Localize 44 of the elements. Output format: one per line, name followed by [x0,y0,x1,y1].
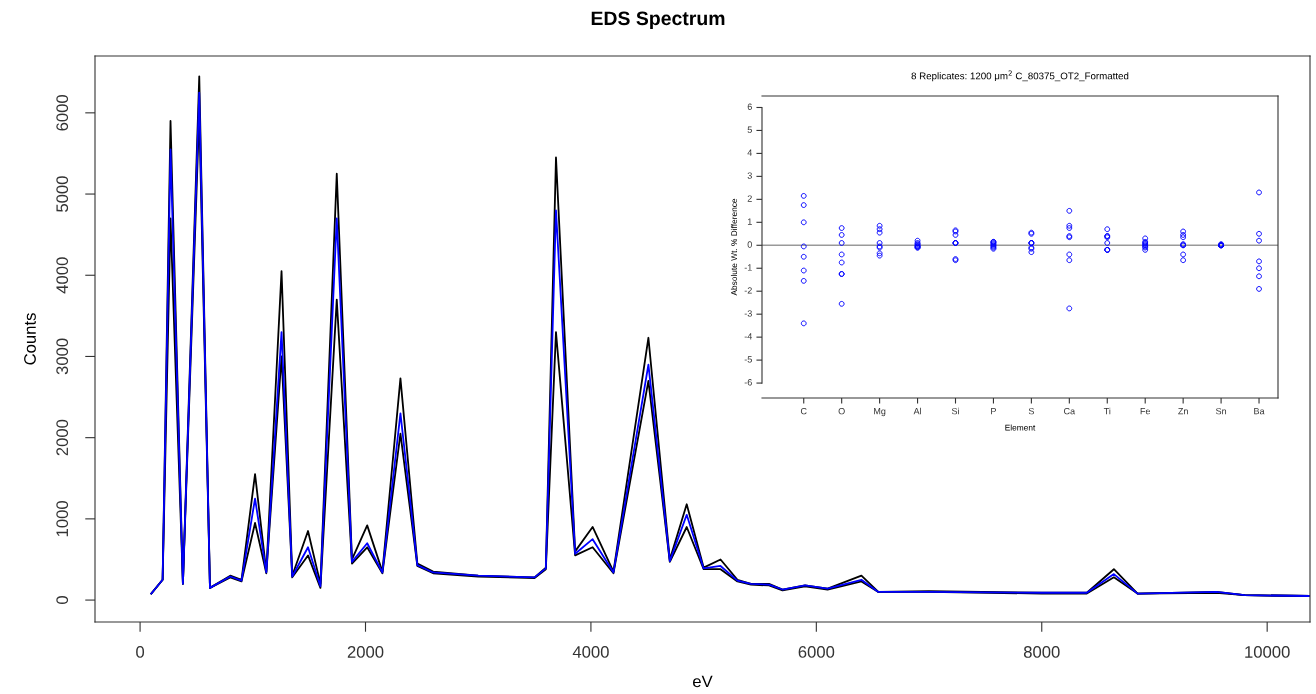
x-tick-label: Ti [1103,407,1111,415]
y-tick-label: -2 [744,287,752,294]
x-tick-label: Mg [874,408,886,417]
y-tick-label: 1000 [56,500,69,537]
x-tick-label: 6000 [798,646,835,658]
y-tick-label: 3 [747,172,752,179]
x-tick-label: 4000 [572,646,609,658]
y-axis-title: Absolute Wt. % Difference [730,198,738,296]
y-tick-label: 6000 [56,94,69,131]
x-tick-label: Fe [1140,408,1151,415]
y-tick-label: 4000 [56,257,69,294]
y-tick-label: 1 [747,218,752,225]
y-tick-label: -4 [744,333,753,340]
x-tick-label: 10000 [1245,646,1290,658]
x-tick-label: 0 [136,646,145,658]
chart-title: EDS Spectrum [591,11,725,30]
y-tick-label: 0 [56,596,69,605]
x-tick-label: S [1028,407,1034,415]
x-tick-label: O [838,407,845,415]
x-tick-label: Ba [1254,408,1265,415]
y-tick-label: -1 [744,264,752,271]
x-tick-label: C [800,407,807,415]
y-tick-label: 0 [747,241,752,248]
x-tick-label: Sn [1215,407,1227,415]
y-tick-label: 3000 [56,338,69,375]
x-tick-label: Zn [1178,408,1188,415]
y-tick-label: 6 [747,103,752,110]
x-tick-label: 8000 [1023,646,1060,658]
x-tick-label: 2000 [347,646,384,658]
x-tick-label: Si [951,407,959,415]
y-tick-label: -5 [744,356,752,363]
x-tick-label: Ca [1064,407,1076,415]
y-axis-title: Counts [24,313,36,365]
y-tick-label: -6 [744,379,752,386]
y-tick-label: 5 [747,126,752,133]
x-axis-title: Element [1005,424,1036,431]
x-axis-title: eV [693,675,713,688]
y-tick-label: 5000 [56,176,69,212]
x-tick-label: Al [913,407,921,415]
chart-title: 8 Replicates: 1200 μm$^{2}$ C_80375_OT2_Formatted [911,70,1129,82]
x-tick-label: P [991,408,996,415]
y-tick-label: -3 [744,310,752,317]
y-tick-label: 2 [747,195,752,202]
y-tick-label: 4 [747,149,753,156]
